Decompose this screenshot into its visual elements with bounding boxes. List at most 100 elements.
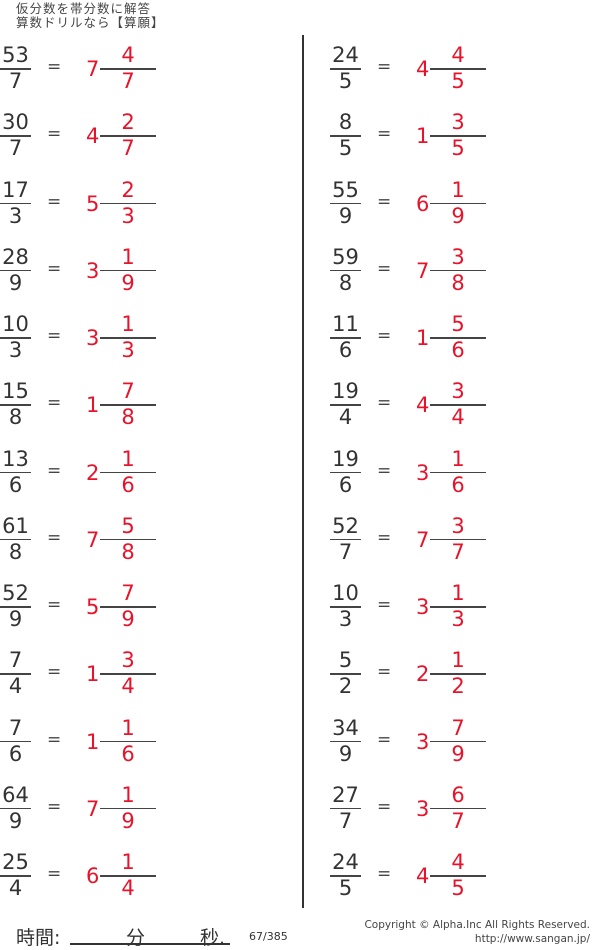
- fraction-bar: [0, 202, 31, 204]
- numerator: 27: [332, 782, 359, 807]
- numerator: 24: [332, 43, 359, 67]
- problem-right-2: 8 5 = 1 3 5: [330, 104, 600, 164]
- numerator: 17: [2, 177, 29, 202]
- answer-denominator: 9: [121, 607, 135, 631]
- answer-whole: 7: [416, 527, 430, 552]
- equals-sign: =: [377, 258, 392, 279]
- fraction-bar: [330, 471, 361, 473]
- worksheet-subtitle: 算数ドリルなら【算願】: [16, 15, 165, 30]
- numerator: 61: [2, 513, 29, 538]
- numerator: 8: [338, 110, 353, 135]
- problem-right-13: 24 5 = 4 4 5: [330, 844, 600, 904]
- fraction-bar: [330, 606, 361, 608]
- fraction-bar: [0, 337, 31, 339]
- denominator: 3: [338, 607, 353, 631]
- denominator: 9: [8, 808, 23, 833]
- answer-numerator: 1: [451, 648, 465, 673]
- fraction-bar: [0, 135, 31, 137]
- answer-whole: 4: [416, 864, 430, 888]
- answer-numerator: 3: [451, 513, 465, 538]
- problem-right-6: 19 4 = 4 3 4: [330, 373, 600, 433]
- denominator: 4: [8, 876, 23, 900]
- fraction-bar: [330, 202, 361, 204]
- equals-sign: =: [377, 796, 392, 817]
- answer-denominator: 5: [451, 69, 465, 93]
- problem-right-5: 11 6 = 1 5 6: [330, 306, 600, 366]
- problem-right-8: 52 7 = 7 3 7: [330, 508, 600, 568]
- fraction-bar: [330, 807, 361, 810]
- answer-numerator: 7: [451, 715, 465, 740]
- problem-right-1: 24 5 = 4 4 5: [330, 37, 600, 97]
- problem-left-11: 7 6 = 1 1 6: [0, 710, 300, 770]
- answer-denominator: 9: [121, 808, 135, 833]
- answer-bar: [100, 337, 156, 339]
- answer-bar: [100, 135, 156, 137]
- fraction-bar: [330, 673, 361, 675]
- denominator: 6: [8, 472, 23, 497]
- answer-whole: 5: [86, 191, 100, 216]
- site-url[interactable]: http://www.sangan.jp/: [474, 933, 590, 945]
- answer-whole: 4: [86, 124, 100, 149]
- answer-bar: [430, 471, 486, 473]
- fraction-bar: [0, 538, 31, 541]
- equals-sign: =: [377, 124, 392, 145]
- denominator: 9: [8, 607, 23, 631]
- answer-numerator: 1: [121, 715, 135, 740]
- equals-sign: =: [377, 864, 392, 884]
- answer-numerator: 6: [451, 782, 465, 807]
- answer-numerator: 1: [121, 446, 135, 471]
- answer-denominator: 9: [121, 270, 135, 295]
- answer-bar: [430, 606, 486, 608]
- answer-whole: 1: [86, 729, 100, 754]
- fraction-bar: [0, 875, 31, 877]
- copyright-text: Copyright © Alpha.Inc All Rights Reserve…: [364, 919, 590, 931]
- denominator: 7: [338, 539, 353, 564]
- problem-right-9: 10 3 = 3 1 3: [330, 575, 600, 635]
- problem-left-1: 53 7 = 7 4 7: [0, 37, 300, 97]
- equals-sign: =: [47, 662, 62, 683]
- equals-sign: =: [377, 57, 392, 77]
- numerator: 10: [2, 312, 29, 336]
- answer-denominator: 3: [121, 338, 135, 362]
- numerator: 13: [2, 446, 29, 471]
- answer-whole: 3: [86, 326, 100, 350]
- problem-left-9: 52 9 = 5 7 9: [0, 575, 300, 635]
- minutes-label: 分: [126, 927, 146, 949]
- numerator: 5: [338, 648, 353, 673]
- denominator: 9: [338, 203, 353, 228]
- equals-sign: =: [377, 191, 392, 212]
- equals-sign: =: [47, 864, 62, 884]
- answer-whole: 1: [86, 393, 100, 418]
- answer-whole: 3: [416, 460, 430, 485]
- problem-right-10: 5 2 = 2 1 2: [330, 642, 600, 702]
- equals-sign: =: [377, 729, 392, 750]
- numerator: 34: [332, 715, 359, 740]
- denominator: 2: [338, 674, 353, 699]
- answer-bar: [430, 404, 486, 406]
- answer-numerator: 5: [451, 312, 465, 336]
- answer-whole: 1: [86, 662, 100, 687]
- problem-left-5: 10 3 = 3 1 3: [0, 306, 300, 366]
- equals-sign: =: [47, 796, 62, 817]
- fraction-bar: [330, 740, 361, 742]
- numerator: 52: [332, 513, 359, 538]
- answer-denominator: 9: [451, 741, 465, 766]
- answer-denominator: 3: [121, 203, 135, 228]
- equals-sign: =: [47, 191, 62, 212]
- answer-numerator: 7: [121, 581, 135, 605]
- answer-numerator: 1: [121, 850, 135, 874]
- equals-sign: =: [47, 729, 62, 750]
- answer-whole: 1: [416, 326, 430, 350]
- problem-left-12: 64 9 = 7 1 9: [0, 777, 300, 837]
- numerator: 19: [332, 379, 359, 404]
- denominator: 8: [8, 405, 23, 430]
- answer-denominator: 7: [451, 808, 465, 833]
- answer-bar: [100, 538, 156, 541]
- denominator: 3: [8, 338, 23, 362]
- equals-sign: =: [47, 258, 62, 279]
- answer-numerator: 1: [451, 581, 465, 605]
- answer-denominator: 4: [121, 674, 135, 699]
- denominator: 9: [8, 270, 23, 295]
- numerator: 7: [8, 648, 23, 673]
- answer-bar: [430, 875, 486, 877]
